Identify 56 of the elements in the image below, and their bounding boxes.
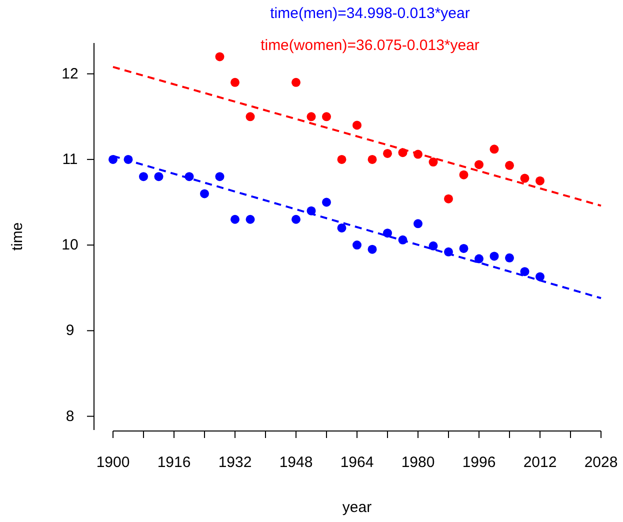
point — [215, 52, 224, 62]
x-axis-title: year — [342, 499, 372, 516]
point — [292, 214, 300, 224]
point — [520, 267, 530, 276]
point — [490, 252, 499, 261]
point — [474, 160, 484, 170]
point — [246, 214, 255, 224]
x-tick-label: 1964 — [340, 454, 374, 471]
y-tick-label: 9 — [66, 322, 74, 340]
point — [154, 172, 164, 182]
x-tick-label: 1948 — [279, 454, 313, 471]
y-tick-label: 11 — [62, 150, 78, 168]
y-tick-label: 8 — [66, 408, 74, 425]
point — [444, 194, 453, 204]
point — [139, 172, 148, 182]
point — [230, 78, 240, 87]
point — [246, 112, 255, 122]
y-axis-title: time — [9, 222, 26, 251]
point — [215, 172, 224, 182]
annotation: time(women)=36.075-0.013*year — [260, 37, 480, 54]
point — [368, 244, 377, 254]
point — [368, 154, 377, 164]
x-tick-label: 1916 — [157, 454, 191, 471]
point — [474, 254, 484, 264]
text: time(men)=34.998-0.013*year — [270, 5, 470, 22]
point — [428, 241, 438, 250]
point — [337, 223, 346, 232]
y-tick-label: 12 — [62, 65, 78, 82]
point — [230, 214, 240, 224]
point — [383, 228, 392, 238]
point — [306, 112, 316, 122]
x-tick-label: 1900 — [96, 454, 130, 471]
point — [414, 219, 422, 228]
x-tick-label: 2012 — [523, 454, 557, 471]
point — [520, 174, 530, 183]
point — [292, 78, 300, 87]
point — [352, 240, 362, 250]
point — [428, 158, 438, 167]
x-tick-label: 1932 — [218, 454, 252, 471]
point — [352, 120, 362, 130]
point — [322, 112, 331, 122]
x-tick-label: 2028 — [584, 454, 618, 471]
x-tick-label: 1980 — [401, 454, 435, 471]
point — [505, 253, 514, 262]
point — [383, 148, 392, 158]
point — [536, 176, 544, 186]
x-tick-label: 1996 — [462, 454, 496, 471]
point — [337, 154, 346, 164]
point — [505, 160, 514, 170]
point — [322, 198, 331, 207]
point — [459, 170, 468, 180]
point — [200, 189, 209, 198]
point — [490, 144, 499, 154]
y-tick-label: 10 — [62, 236, 78, 254]
point — [459, 244, 468, 253]
point — [536, 272, 544, 282]
